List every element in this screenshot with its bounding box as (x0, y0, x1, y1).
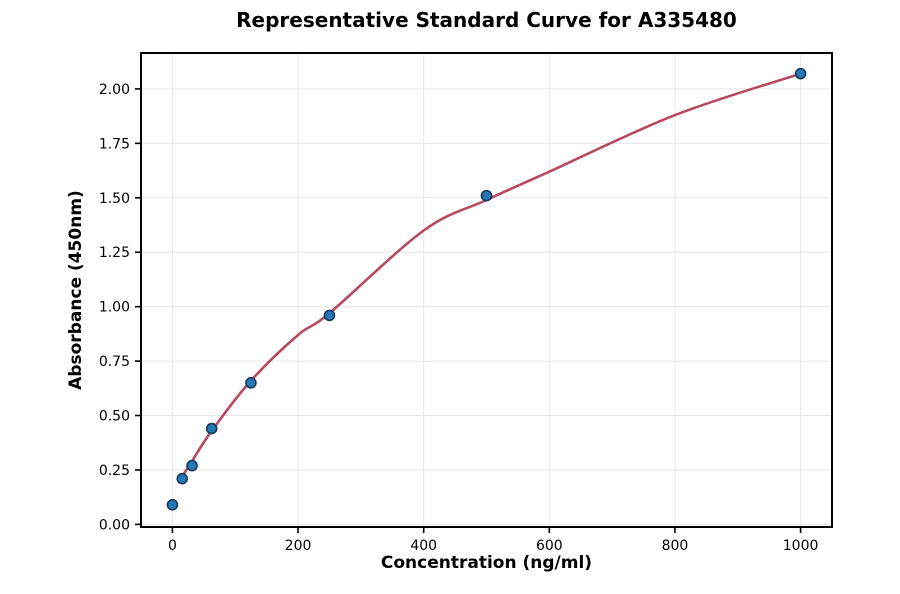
x-tick-label: 400 (410, 538, 437, 554)
x-tick-label: 200 (285, 538, 312, 554)
data-point (323, 309, 336, 322)
data-point (186, 459, 198, 472)
y-tick-label: 0.00 (99, 517, 130, 533)
y-tick-label: 1.50 (99, 191, 130, 207)
data-point (205, 422, 218, 435)
y-tick-label: 1.00 (99, 300, 130, 316)
x-tick-label: 1000 (783, 538, 819, 554)
fitted-curve (180, 72, 802, 478)
y-axis-label: Absorbance (450nm) (66, 190, 86, 390)
y-tick-label: 0.75 (99, 354, 130, 370)
plot-border (140, 52, 833, 528)
y-tick-label: 0.25 (99, 463, 130, 479)
data-point (176, 472, 189, 485)
y-tick-label: 2.00 (99, 82, 130, 98)
x-tick-label: 800 (662, 538, 689, 554)
x-tick-label: 600 (536, 538, 563, 554)
data-point (794, 67, 807, 80)
data-point (245, 377, 257, 389)
y-tick-label: 1.75 (99, 136, 130, 152)
data-point (166, 498, 179, 511)
y-tick-label: 1.25 (99, 245, 130, 261)
x-tick-label: 0 (168, 538, 177, 554)
y-tick-label: 0.50 (99, 409, 130, 425)
data-point (480, 189, 493, 202)
chart-title: Representative Standard Curve for A33548… (236, 8, 737, 32)
x-axis-label: Concentration (ng/ml) (380, 553, 593, 573)
